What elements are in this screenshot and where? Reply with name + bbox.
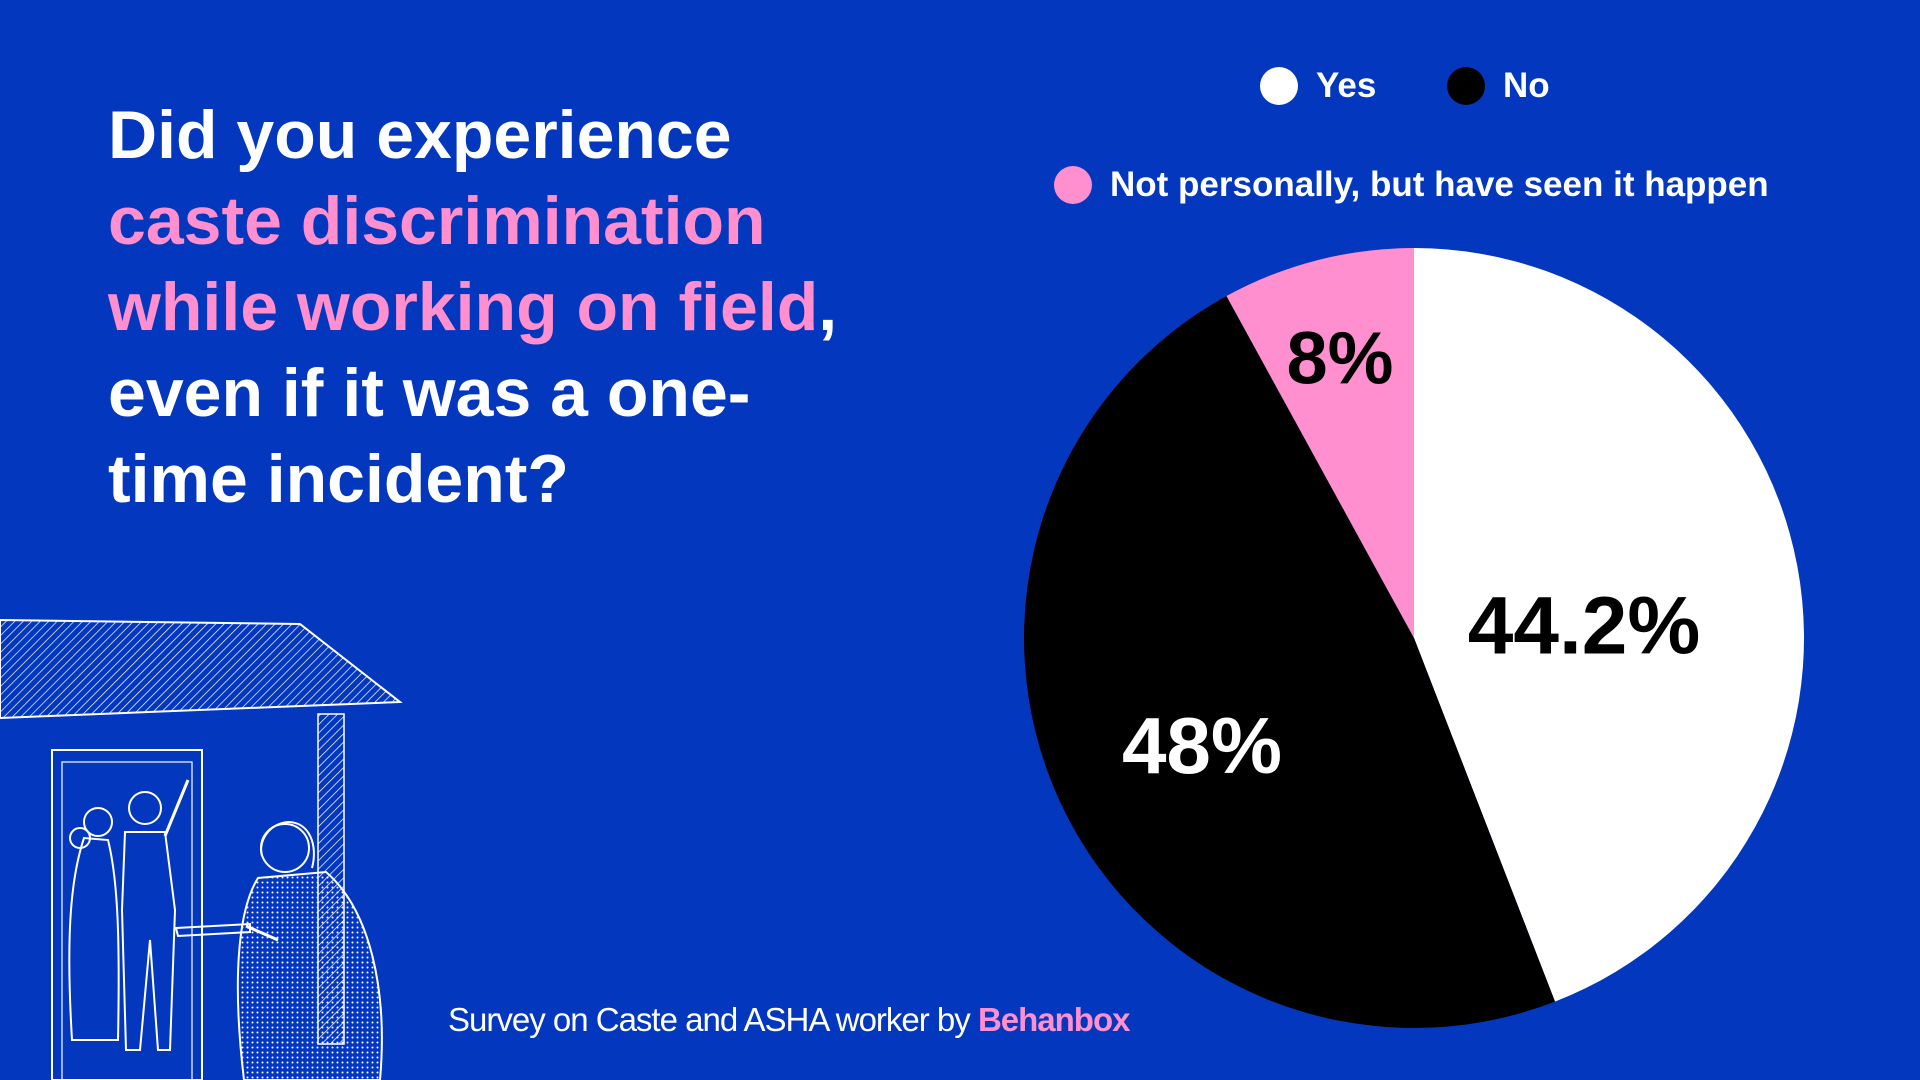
footer-brand: Behanbox	[977, 1001, 1131, 1038]
pie-slice-no	[1023, 296, 1556, 1029]
headline-highlight: caste discrimination while working on fi…	[108, 183, 819, 345]
legend-label-no: No	[1503, 66, 1550, 105]
pie-label-no: 48%	[1122, 701, 1282, 790]
pie-label-not: 8%	[1287, 317, 1394, 400]
legend-dot-seen-icon	[1054, 166, 1092, 204]
headline-text-end: , even if it was a one-time incident?	[108, 269, 838, 517]
pie-label-yes: 44.2%	[1468, 581, 1701, 672]
legend-label-yes: Yes	[1316, 66, 1377, 105]
legend-item-yes: Yes	[1260, 66, 1376, 106]
legend-item-seen: Not personally, but have seen it happen	[1054, 165, 1769, 205]
pie-slice-yes	[1414, 248, 1805, 1002]
pie-slice-not	[1226, 248, 1414, 638]
headline-question: Did you experience caste discrimination …	[108, 92, 848, 522]
legend-label-seen: Not personally, but have seen it happen	[1110, 165, 1769, 204]
asha-worker-doorstep-illustration-icon	[0, 618, 403, 1080]
legend-dot-no-icon	[1447, 67, 1485, 105]
headline-text: Did you experience	[108, 97, 732, 173]
legend-dot-yes-icon	[1260, 67, 1298, 105]
legend-item-no: No	[1447, 66, 1550, 106]
footer-credit: Survey on Caste and ASHA worker by Behan…	[448, 1001, 1131, 1039]
footer-text: Survey on Caste and ASHA worker by	[448, 1001, 978, 1038]
